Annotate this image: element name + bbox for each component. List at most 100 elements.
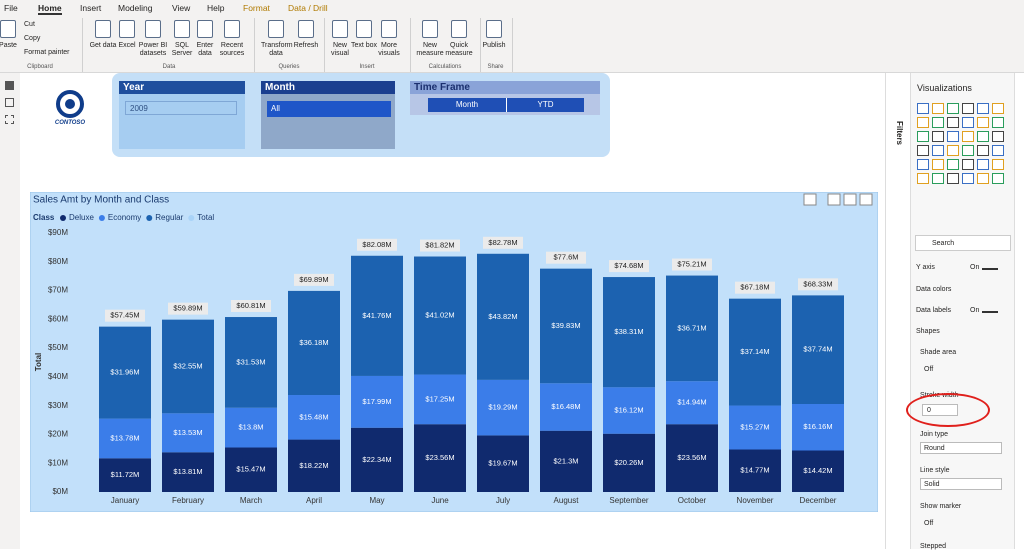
slicer-button[interactable]: YTD	[506, 98, 584, 112]
toggle-state[interactable]: Off	[924, 520, 934, 527]
visual-type-icon[interactable]	[962, 117, 974, 128]
visual-type-icon[interactable]	[962, 103, 974, 114]
ribbon-button[interactable]: Excel	[112, 20, 142, 50]
slicer-dropdown[interactable]: 2009	[125, 101, 237, 115]
visual-type-icon[interactable]	[977, 117, 989, 128]
section-header[interactable]: Data labels	[916, 307, 952, 314]
menu-tab[interactable]: Modeling	[118, 3, 153, 13]
ribbon-button[interactable]: Text box	[349, 20, 379, 50]
data-label: $16.12M	[614, 405, 643, 414]
focus-icon[interactable]	[843, 193, 857, 206]
visual-type-icon[interactable]	[932, 131, 944, 142]
ribbon-small-button[interactable]: Copy	[24, 35, 41, 42]
ribbon-button[interactable]: Power BI datasets	[138, 20, 168, 58]
ribbon-button[interactable]: Recent sources	[217, 20, 247, 58]
visual-type-icon[interactable]	[977, 173, 989, 184]
visual-type-icon[interactable]	[947, 117, 959, 128]
menu-tab[interactable]: Insert	[80, 3, 102, 13]
more-options-icon[interactable]	[859, 193, 873, 206]
section-header[interactable]: Shapes	[916, 328, 940, 335]
visual-type-icon[interactable]	[917, 117, 929, 128]
visual-type-icon[interactable]	[992, 159, 1004, 170]
visual-type-icon[interactable]	[977, 103, 989, 114]
ribbon-button[interactable]: More visuals	[374, 20, 404, 58]
visual-type-icon[interactable]	[962, 159, 974, 170]
x-tick-label: November	[737, 496, 774, 505]
ribbon-separator	[480, 18, 481, 72]
visual-type-icon[interactable]	[917, 131, 929, 142]
visual-type-icon[interactable]	[932, 173, 944, 184]
ribbon-button[interactable]: Quick measure	[444, 20, 474, 58]
visual-type-icon[interactable]	[917, 173, 929, 184]
visual-type-icon[interactable]	[992, 103, 1004, 114]
toggle-state[interactable]: On	[970, 264, 980, 271]
visual-type-icon[interactable]	[977, 159, 989, 170]
slicer-dropdown[interactable]: All	[267, 101, 391, 117]
ribbon-button[interactable]: Transform data	[261, 20, 293, 58]
visual-type-icon[interactable]	[917, 159, 929, 170]
visual-type-icon[interactable]	[992, 117, 1004, 128]
line-style-dropdown[interactable]: Solid	[920, 478, 1002, 490]
visual-type-icon[interactable]	[947, 131, 959, 142]
help-icon[interactable]	[803, 193, 817, 206]
visual-type-icon[interactable]	[962, 131, 974, 142]
ribbon-button[interactable]: New measure	[415, 20, 445, 58]
slicer-button[interactable]: Month	[428, 98, 506, 112]
total-label-box	[357, 238, 397, 251]
report-view-icon[interactable]	[5, 81, 14, 90]
model-view-icon[interactable]	[5, 115, 14, 124]
toggle-switch[interactable]	[982, 268, 998, 270]
ribbon-button[interactable]: Publish	[479, 20, 509, 50]
chart[interactable]: Sales Amt by Month and Class Class Total…	[30, 192, 878, 512]
visual-type-icon[interactable]	[917, 103, 929, 114]
button-icon	[119, 20, 135, 38]
visual-type-icon[interactable]	[962, 173, 974, 184]
visual-type-icon[interactable]	[947, 103, 959, 114]
ribbon-button[interactable]: Paste	[0, 20, 23, 50]
join-type-dropdown[interactable]: Round	[920, 442, 1002, 454]
ribbon-button[interactable]: Get data	[88, 20, 118, 50]
button-label: Transform data	[261, 42, 293, 57]
section-header[interactable]: Data colors	[916, 286, 952, 293]
visual-type-icon[interactable]	[932, 117, 944, 128]
fields-pane	[1014, 73, 1024, 549]
visual-type-icon[interactable]	[992, 131, 1004, 142]
toggle-state[interactable]: On	[970, 307, 980, 314]
visual-type-icon[interactable]	[977, 131, 989, 142]
ribbon-small-button[interactable]: Format painter	[24, 49, 70, 56]
section-header[interactable]: Y axis	[916, 264, 935, 271]
menu-tab[interactable]: File	[4, 3, 18, 13]
legend-marker	[60, 215, 66, 221]
bar-segment	[540, 383, 592, 431]
ribbon-small-button[interactable]: Cut	[24, 21, 35, 28]
data-view-icon[interactable]	[5, 98, 14, 107]
toggle-switch[interactable]	[982, 311, 998, 313]
visual-type-icon[interactable]	[932, 159, 944, 170]
visual-type-icon[interactable]	[992, 173, 1004, 184]
ribbon-button[interactable]: New visual	[325, 20, 355, 58]
search-box[interactable]: Search	[915, 235, 1011, 251]
ribbon-button[interactable]: SQL Server	[167, 20, 197, 58]
visual-type-icon[interactable]	[947, 145, 959, 156]
menu-tab[interactable]: Data / Drill	[288, 3, 328, 13]
menu-tab[interactable]: Format	[243, 3, 270, 13]
visual-type-icon[interactable]	[947, 159, 959, 170]
ribbon-button[interactable]: Refresh	[291, 20, 321, 50]
visual-type-icon[interactable]	[947, 173, 959, 184]
menu-tab[interactable]: Home	[38, 3, 62, 15]
menu-tab[interactable]: View	[172, 3, 191, 13]
year-slicer[interactable]: Year 2009	[119, 81, 245, 149]
visual-type-icon[interactable]	[992, 145, 1004, 156]
ribbon-button[interactable]: Enter data	[190, 20, 220, 58]
filters-pane[interactable]: Filters	[885, 73, 911, 549]
menu-tab[interactable]: Help	[207, 3, 225, 13]
filter-icon[interactable]	[827, 193, 841, 206]
visual-type-icon[interactable]	[917, 145, 929, 156]
visual-type-icon[interactable]	[977, 145, 989, 156]
month-slicer[interactable]: Month All	[261, 81, 395, 149]
visual-type-icon[interactable]	[932, 103, 944, 114]
visual-type-icon[interactable]	[932, 145, 944, 156]
visual-type-icon[interactable]	[962, 145, 974, 156]
total-label-box	[546, 251, 586, 264]
toggle-state[interactable]: Off	[924, 366, 934, 373]
